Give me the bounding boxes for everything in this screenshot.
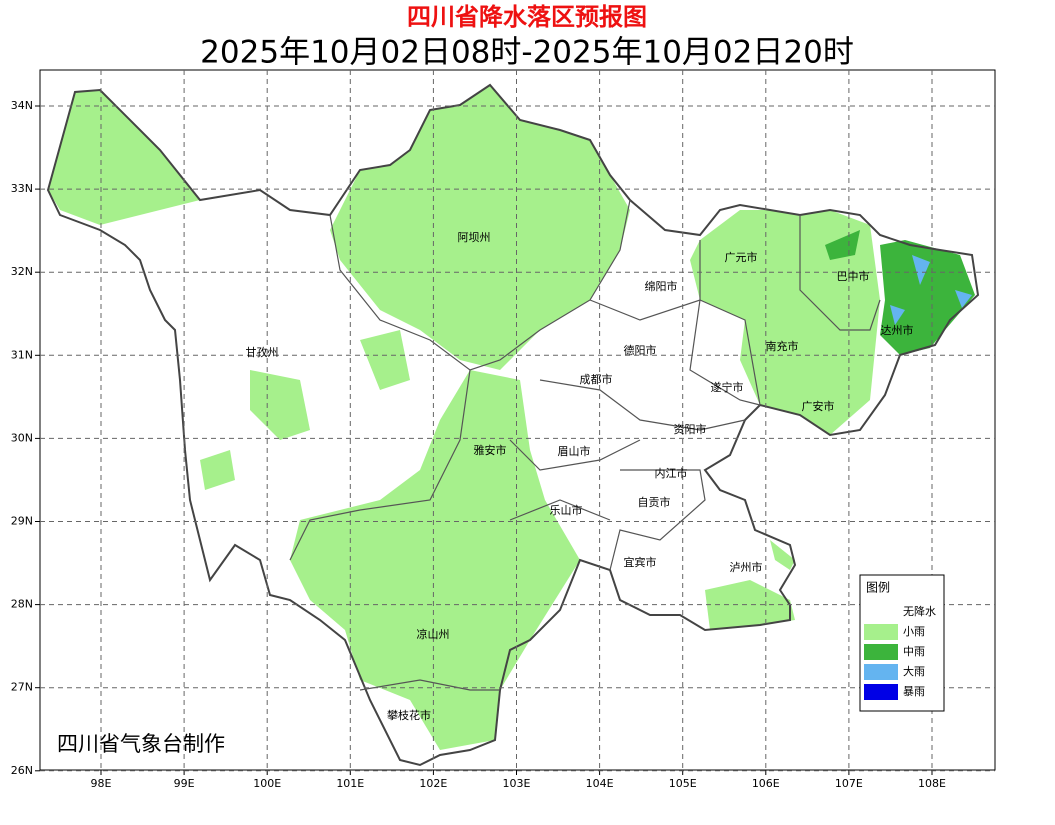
city-label: 自贡市	[638, 495, 671, 509]
city-label: 攀枝花市	[387, 708, 431, 722]
lon-label: 106E	[752, 777, 780, 790]
city-label: 凉山州	[417, 627, 450, 641]
map-shapes	[46, 83, 980, 767]
lon-label: 102E	[419, 777, 447, 790]
lon-label: 98E	[91, 777, 112, 790]
city-label: 南充市	[766, 339, 799, 353]
city-label: 内江市	[655, 466, 688, 480]
lon-label: 99E	[174, 777, 195, 790]
lon-label: 103E	[503, 777, 531, 790]
lat-label: 27N	[11, 681, 33, 694]
city-label: 广元市	[725, 250, 758, 264]
credit: 四川省气象台制作	[57, 732, 225, 756]
legend-swatch	[864, 624, 898, 640]
legend-label: 中雨	[903, 645, 925, 658]
legend-swatch	[864, 684, 898, 700]
city-label: 广安市	[802, 399, 835, 413]
legend-label: 大雨	[903, 664, 925, 678]
city-label: 阿坝州	[458, 230, 491, 244]
city-label: 资阳市	[674, 422, 707, 436]
legend-label: 小雨	[903, 625, 925, 638]
legend-label: 暴雨	[903, 685, 925, 698]
lon-label: 107E	[835, 777, 863, 790]
lat-label: 26N	[11, 764, 33, 777]
city-label: 眉山市	[558, 444, 591, 458]
city-label: 宜宾市	[624, 555, 657, 569]
city-label: 绵阳市	[645, 279, 678, 293]
city-label: 巴中市	[837, 269, 870, 283]
city-label: 甘孜州	[246, 345, 279, 359]
lon-label: 101E	[336, 777, 364, 790]
legend-swatch	[864, 644, 898, 660]
graticule: 98E 99E 100E 101E 102E 103E 104E 105E 106E 107E 10…	[11, 70, 995, 790]
legend-swatch	[864, 664, 898, 680]
legend-swatch	[864, 604, 898, 620]
lon-label: 104E	[586, 777, 614, 790]
city-label: 达州市	[881, 323, 914, 337]
lat-label: 32N	[11, 265, 33, 278]
lat-label: 30N	[11, 431, 33, 444]
legend-label: 无降水	[903, 604, 936, 618]
lat-label: 34N	[11, 99, 33, 112]
heavy-rain	[890, 255, 972, 325]
lat-label: 31N	[11, 348, 33, 361]
city-label: 泸州市	[730, 560, 763, 574]
title: 四川省降水落区预报图	[407, 3, 647, 31]
lat-label: 33N	[11, 182, 33, 195]
city-label: 雅安市	[474, 443, 507, 457]
lon-label: 108E	[918, 777, 946, 790]
city-label: 遂宁市	[711, 380, 744, 394]
province-border	[46, 83, 980, 767]
city-label: 德阳市	[624, 343, 657, 357]
lon-label: 100E	[253, 777, 281, 790]
subtitle: 2025年10月02日08时-2025年10月02日20时	[200, 35, 854, 71]
lat-label: 28N	[11, 598, 33, 611]
moderate-rain	[880, 240, 975, 355]
legend-box	[859, 574, 945, 712]
lon-label: 105E	[669, 777, 697, 790]
legend-title: 图例	[866, 581, 890, 595]
light-rain	[48, 85, 880, 750]
moderate-rain	[825, 230, 860, 260]
legend: 图例	[859, 574, 945, 712]
lat-label: 29N	[11, 515, 33, 528]
city-label: 成都市	[580, 372, 613, 386]
city-label: 乐山市	[550, 503, 583, 517]
